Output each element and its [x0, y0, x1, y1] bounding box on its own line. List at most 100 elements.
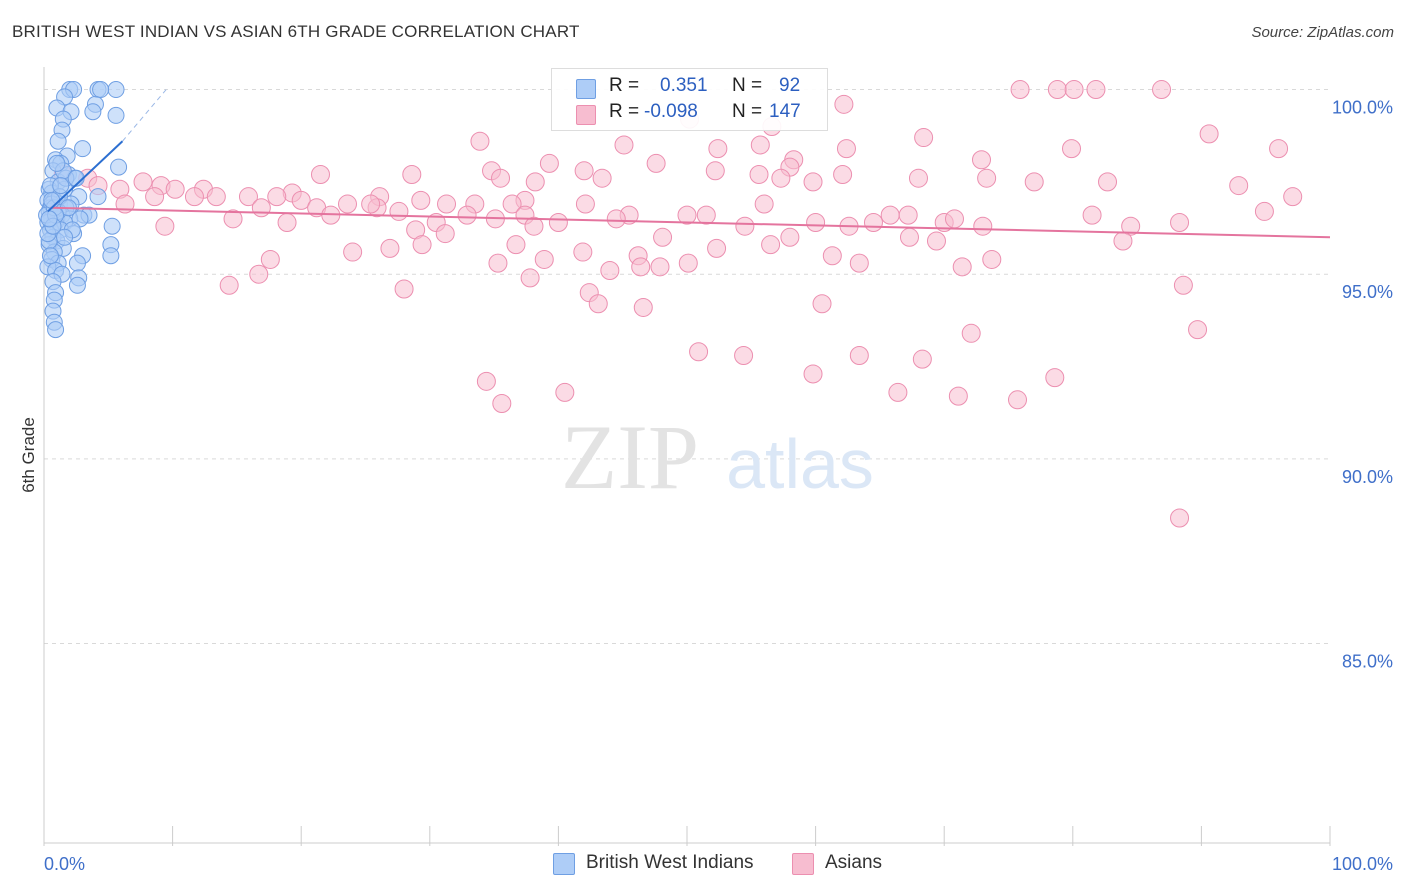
british-west-indians-point	[107, 106, 125, 124]
asians-point	[977, 168, 997, 188]
asians-point	[696, 205, 716, 225]
british-west-indians-points	[38, 81, 128, 339]
asians-point	[525, 172, 545, 192]
y-tick-label: 90.0%	[1342, 467, 1393, 487]
asians-point	[476, 371, 496, 391]
chart-source: Source: ZipAtlas.com	[1251, 24, 1394, 41]
asians-point	[944, 209, 964, 229]
asians-point	[488, 253, 508, 273]
asians-point	[267, 187, 287, 207]
asians-point	[708, 139, 728, 159]
asians-point	[539, 153, 559, 173]
asians-point	[361, 194, 381, 214]
asians-point	[1229, 176, 1249, 196]
y-axis-label: 6th Grade	[19, 417, 38, 493]
legend-r-label: R =	[609, 75, 640, 96]
asians-point	[277, 213, 297, 233]
asians-point	[1024, 172, 1044, 192]
british-west-indians-point	[48, 154, 66, 172]
asians-point	[548, 213, 568, 233]
asians-point	[780, 227, 800, 247]
asians-point	[707, 238, 727, 258]
y-tick-label: 85.0%	[1342, 652, 1393, 672]
asians-point	[678, 253, 698, 273]
asians-point	[534, 249, 554, 269]
asians-point	[689, 342, 709, 362]
asians-point	[888, 382, 908, 402]
asians-point	[291, 190, 311, 210]
stats-legend: R = 0.351 N = 92 R = -0.098 N = 147	[551, 68, 828, 131]
asians-point	[735, 216, 755, 236]
watermark-zip: ZIP	[561, 406, 699, 508]
asians-point	[614, 135, 634, 155]
watermark-atlas: atlas	[726, 425, 874, 503]
asians-point	[184, 187, 204, 207]
asians-point	[734, 345, 754, 365]
asians-point	[1188, 320, 1208, 340]
asians-point	[411, 190, 431, 210]
asians-point	[1173, 275, 1193, 295]
asians-point	[914, 128, 934, 148]
x-tick-label: 100.0%	[1332, 854, 1393, 874]
series-swatch-blue	[553, 853, 575, 875]
series-label: Asians	[825, 852, 883, 873]
asians-point	[1010, 80, 1030, 100]
asians-point	[155, 216, 175, 236]
asians-point	[470, 131, 490, 151]
asians-point	[803, 364, 823, 384]
asians-point	[761, 235, 781, 255]
asians-point	[524, 216, 544, 236]
asians-point	[249, 264, 269, 284]
legend-r-value: -0.098	[644, 101, 698, 122]
asians-point	[898, 205, 918, 225]
tick-labels: 100.0% 95.0% 90.0% 85.0% 0.0% 100.0%	[44, 98, 1393, 874]
british-west-indians-point	[56, 228, 74, 246]
asians-point	[223, 209, 243, 229]
asians-point	[380, 238, 400, 258]
british-west-indians-trend-line	[47, 140, 124, 213]
chart-title: BRITISH WEST INDIAN VS ASIAN 6TH GRADE C…	[12, 22, 580, 41]
asians-points	[53, 80, 1303, 528]
asians-point	[402, 164, 422, 184]
asians-point	[677, 205, 697, 225]
asians-point	[1283, 187, 1303, 207]
asians-point	[592, 168, 612, 188]
asians-point	[633, 297, 653, 317]
asians-point	[754, 194, 774, 214]
asians-point	[952, 257, 972, 277]
asians-point	[573, 242, 593, 262]
british-west-indians-point	[103, 217, 121, 235]
asians-point	[520, 268, 540, 288]
legend-n-value: 147	[769, 101, 801, 122]
asians-point	[1199, 124, 1219, 144]
asians-point	[822, 246, 842, 266]
asians-point	[948, 386, 968, 406]
asians-point	[771, 168, 791, 188]
asians-point	[389, 201, 409, 221]
asians-point	[1047, 80, 1067, 100]
british-west-indians-point	[49, 132, 67, 150]
asians-point	[1152, 80, 1172, 100]
y-tick-label: 95.0%	[1342, 282, 1393, 302]
legend-row-asians: R = -0.098 N = 147	[552, 101, 827, 127]
asians-point	[912, 349, 932, 369]
asians-point	[502, 194, 522, 214]
asians-point	[260, 249, 280, 269]
asians-point	[926, 231, 946, 251]
asians-point	[555, 382, 575, 402]
asians-point	[961, 323, 981, 343]
asians-point	[435, 224, 455, 244]
asians-point	[646, 153, 666, 173]
asians-point	[650, 257, 670, 277]
asians-point	[133, 172, 153, 192]
british-west-indians-point	[89, 188, 107, 206]
british-west-indians-point	[47, 321, 65, 339]
asians-point	[1269, 139, 1289, 159]
asians-point	[506, 235, 526, 255]
british-west-indians-point	[41, 247, 59, 265]
british-west-indians-point	[68, 254, 86, 272]
asians-point	[310, 164, 330, 184]
british-west-indians-point	[52, 177, 70, 195]
legend-swatch-blue	[576, 79, 596, 99]
